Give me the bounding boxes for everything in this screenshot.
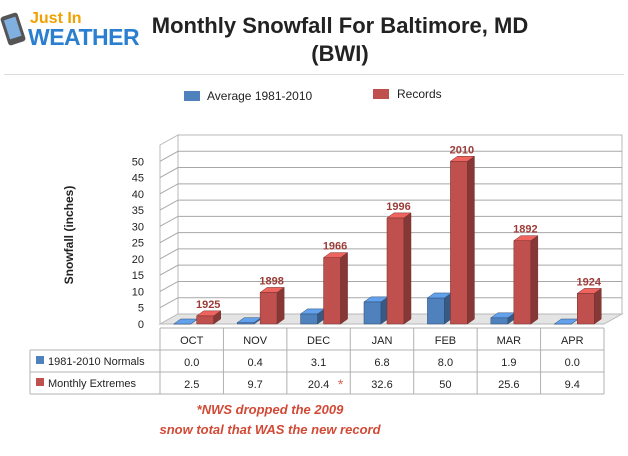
y-tick-label: 0 xyxy=(138,319,144,331)
table-cell-normal: 3.1 xyxy=(311,357,326,369)
record-year-label: 2010 xyxy=(450,144,474,156)
table-swatch-extremes xyxy=(36,378,44,386)
footnote-line-2: snow total that WAS the new record xyxy=(159,422,381,437)
footnote: *NWS dropped the 2009 snow total that WA… xyxy=(130,400,410,440)
table-cell-extreme: 25.6 xyxy=(498,379,519,391)
y-tick-label: 20 xyxy=(132,254,144,266)
chart-title-line-1: Monthly Snowfall For Baltimore, MD xyxy=(151,13,529,38)
table-cell-normal: 1.9 xyxy=(501,357,516,369)
record-year-label: 1966 xyxy=(323,241,347,253)
table-row-label-extremes: Monthly Extremes xyxy=(48,378,137,390)
y-tick-label: 5 xyxy=(138,303,144,315)
record-year-label: 1898 xyxy=(259,275,283,287)
x-tick-label: DEC xyxy=(307,335,330,347)
bar-average-dec xyxy=(299,308,326,325)
logo-line-1: Just In xyxy=(30,10,82,27)
bar-average-mar xyxy=(490,312,516,325)
bar-record-apr xyxy=(576,287,603,325)
y-tick-label: 30 xyxy=(132,221,144,233)
annotation-asterisk: * xyxy=(338,376,344,392)
record-year-label: 1892 xyxy=(513,224,537,236)
x-tick-label: MAR xyxy=(497,335,522,347)
y-tick-label: 45 xyxy=(132,173,144,185)
bar-record-feb xyxy=(449,155,476,325)
y-tick-label: 15 xyxy=(132,270,144,282)
bar-average-jan xyxy=(363,296,389,325)
table-cell-extreme: 50 xyxy=(439,379,451,391)
table-cell-extreme: 2.5 xyxy=(184,379,199,391)
table-swatch-normals xyxy=(36,356,44,364)
bar-record-dec xyxy=(322,252,349,325)
x-tick-label: NOV xyxy=(243,335,268,347)
logo-line-2: WEATHER xyxy=(28,24,140,50)
chart-title-line-2: (BWI) xyxy=(311,41,369,66)
record-year-label: 1996 xyxy=(386,201,410,213)
x-tick-label: JAN xyxy=(372,335,393,347)
table-cell-normal: 0.0 xyxy=(184,357,199,369)
record-year-label: 1924 xyxy=(577,276,602,288)
x-tick-label: OCT xyxy=(180,335,204,347)
bar-record-oct xyxy=(195,310,222,325)
table-cell-normal: 0.4 xyxy=(247,357,262,369)
legend-swatch-records xyxy=(373,89,389,99)
y-tick-label: 35 xyxy=(132,205,144,217)
y-tick-label: 25 xyxy=(132,238,144,250)
table-cell-extreme: 20.4 xyxy=(308,379,329,391)
bar-record-mar xyxy=(513,235,539,325)
y-tick-label: 50 xyxy=(132,156,144,168)
bar-average-feb xyxy=(426,292,453,325)
record-year-label: 1925 xyxy=(196,299,220,311)
legend-swatch-average xyxy=(184,91,200,101)
table-cell-extreme: 9.7 xyxy=(247,379,262,391)
table-cell-extreme: 32.6 xyxy=(371,379,392,391)
legend-label-average: Average 1981-2010 xyxy=(207,89,313,103)
gridline xyxy=(159,150,622,162)
y-tick-label: 40 xyxy=(132,189,144,201)
table-cell-normal: 0.0 xyxy=(565,357,580,369)
side-wall xyxy=(159,134,179,325)
title-divider xyxy=(4,74,624,75)
logo: Just In WEATHER xyxy=(0,10,140,52)
table-cell-extreme: 9.4 xyxy=(565,379,580,391)
x-tick-label: APR xyxy=(561,335,584,347)
legend-label-records: Records xyxy=(397,87,442,101)
chart-title: Monthly Snowfall For Baltimore, MD (BWI) xyxy=(120,12,560,68)
table-row-label-normals: 1981-2010 Normals xyxy=(48,356,145,368)
bar-record-jan xyxy=(386,212,412,325)
bar-record-nov xyxy=(259,286,285,325)
footnote-line-1: *NWS dropped the 2009 xyxy=(196,402,344,417)
table-cell-normal: 6.8 xyxy=(374,357,389,369)
x-tick-label: FEB xyxy=(435,335,456,347)
y-tick-label: 10 xyxy=(132,286,144,298)
table-cell-normal: 8.0 xyxy=(438,357,453,369)
